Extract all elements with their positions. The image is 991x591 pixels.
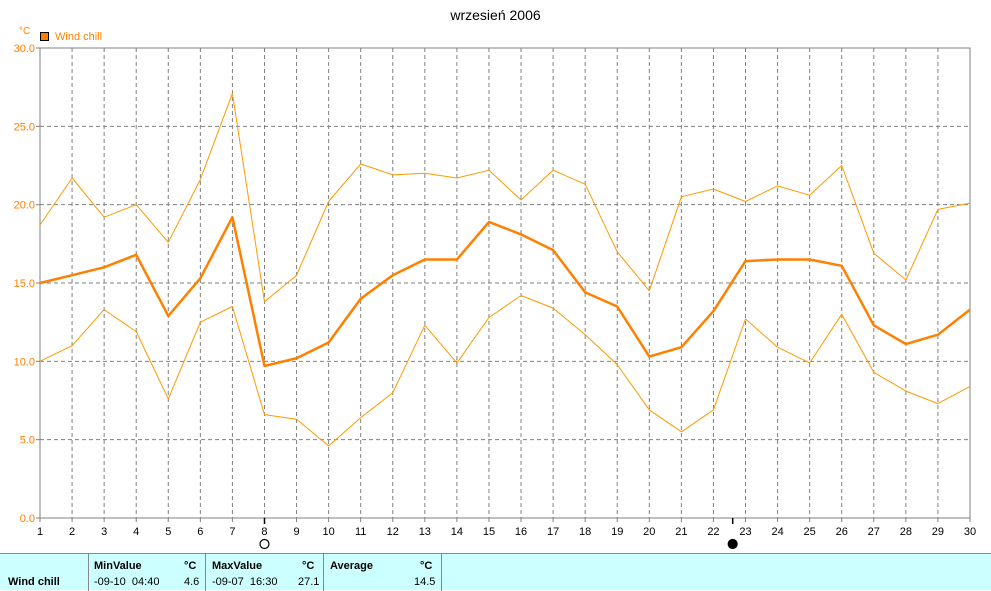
x-tick-label: 8 (261, 526, 267, 538)
min-header: MinValue (94, 560, 142, 572)
y-tick-label: 5.0 (20, 435, 35, 447)
min-unit: °C (184, 560, 197, 572)
min-time: -09-10 04:40 (94, 576, 160, 588)
legend-label: Wind chill (55, 31, 103, 43)
x-tick-label: 14 (451, 526, 463, 538)
stats-separator (323, 554, 324, 591)
line-chart: 0.05.010.015.020.025.030.01 2 3 4 5 6 7 8 9 10 11 1… (14, 43, 976, 550)
stats-separator (441, 554, 442, 591)
min-value: 4.6 (184, 576, 200, 588)
max-header: MaxValue (212, 560, 263, 572)
x-tick-label: 29 (932, 526, 944, 538)
avg-unit: °C (420, 560, 433, 572)
x-tick-label: 20 (643, 526, 655, 538)
x-tick-label: 6 (197, 526, 203, 538)
x-tick-label: 25 (804, 526, 816, 538)
y-tick-label: 0.0 (20, 513, 35, 525)
max-time: -09-07 16:30 (212, 576, 278, 588)
chart-title: wrzesień 2006 (450, 7, 541, 23)
y-tick-label: 15.0 (14, 278, 35, 290)
x-tick-label: 2 (69, 526, 75, 538)
series-line-average (39, 215, 971, 368)
x-tick-label: 18 (579, 526, 591, 538)
y-tick-label: 20.0 (14, 200, 35, 212)
x-tick-label: 9 (293, 526, 299, 538)
x-tick-label: 7 (229, 526, 235, 538)
x-tick-label: 22 (707, 526, 719, 538)
y-tick-label: 25.0 (14, 121, 35, 133)
stats-row-label: Wind chill (8, 576, 60, 588)
x-tick-label: 4 (133, 526, 139, 538)
y-tick-label: 10.0 (14, 356, 35, 368)
legend-swatch (40, 32, 49, 41)
stats-panel: Wind chill MinValue °C -09-10 04:40 4.6 … (0, 553, 991, 591)
max-value: 27.1 (298, 576, 320, 588)
max-unit: °C (302, 560, 315, 572)
x-tick-label: 5 (165, 526, 171, 538)
avg-header: Average (330, 560, 374, 572)
x-tick-label: 10 (322, 526, 334, 538)
x-tick-label: 17 (547, 526, 559, 538)
x-tick-label: 13 (419, 526, 431, 538)
x-tick-label: 16 (515, 526, 527, 538)
x-tick-label: 21 (675, 526, 687, 538)
x-tick-label: 11 (355, 526, 366, 538)
x-tick-label: 1 (37, 526, 43, 538)
x-tick-label: 26 (836, 526, 848, 538)
y-tick-label: 30.0 (14, 43, 35, 55)
avg-value: 14.5 (414, 576, 436, 588)
x-tick-label: 30 (964, 526, 976, 538)
new-moon-marker (259, 538, 270, 550)
x-tick-label: 19 (611, 526, 623, 538)
series-line-min (39, 295, 971, 447)
x-tick-label: 3 (101, 526, 107, 538)
x-tick-label: 27 (868, 526, 880, 538)
y-axis-unit: °C (19, 26, 31, 37)
x-tick-label: 12 (387, 526, 399, 538)
x-tick-label: 28 (900, 526, 912, 538)
x-tick-label: 15 (483, 526, 495, 538)
series-line-max (39, 92, 971, 303)
stats-separator (205, 554, 206, 591)
x-tick-label: 24 (771, 526, 783, 538)
full-moon-marker (727, 538, 738, 550)
stats-separator (88, 554, 89, 591)
x-tick-label: 23 (739, 526, 751, 538)
